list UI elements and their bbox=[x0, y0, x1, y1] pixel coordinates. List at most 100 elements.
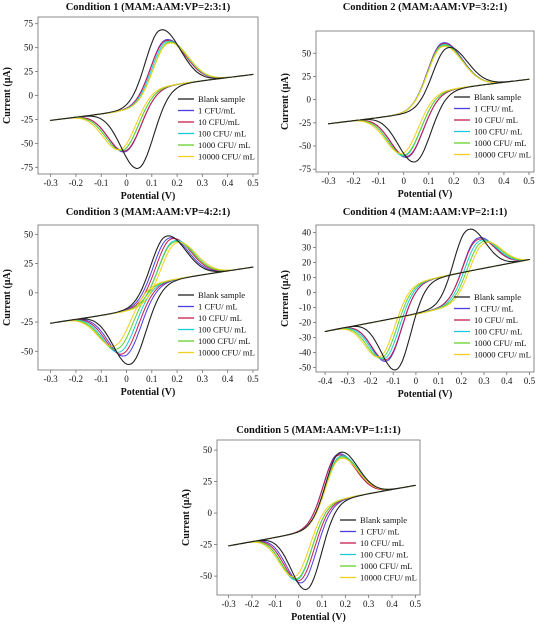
y-tick-label: -50 bbox=[299, 141, 311, 151]
x-tick-label: -0.3 bbox=[222, 599, 237, 609]
x-tick-label: 0 bbox=[414, 376, 419, 386]
x-tick-label: 0.2 bbox=[448, 176, 459, 186]
x-tick-label: 0 bbox=[124, 178, 129, 188]
y-axis-label: Current (μA) bbox=[2, 67, 13, 124]
y-tick-label: 0 bbox=[307, 95, 312, 105]
y-tick-label: 20 bbox=[302, 258, 312, 268]
plot-frame bbox=[216, 439, 421, 596]
y-tick-label: 25 bbox=[24, 259, 34, 269]
y-tick-label: 50 bbox=[203, 445, 213, 455]
y-tick-label: 0 bbox=[29, 91, 34, 101]
x-tick-label: 0.1 bbox=[146, 374, 157, 384]
legend-entry: 10 CFU/ mL bbox=[360, 538, 404, 548]
x-tick-label: -0.1 bbox=[372, 176, 386, 186]
x-tick-label: 0.3 bbox=[473, 176, 485, 186]
y-tick-label: -20 bbox=[299, 318, 311, 328]
x-tick-label: 0 bbox=[296, 599, 301, 609]
y-tick-label: -50 bbox=[299, 363, 311, 373]
y-axis-label: Current (μA) bbox=[181, 489, 192, 546]
y-tick-label: 25 bbox=[302, 71, 312, 81]
x-tick-label: 0.5 bbox=[247, 178, 259, 188]
y-tick-label: 75 bbox=[24, 19, 34, 29]
x-axis-label: Potential (V) bbox=[398, 389, 453, 400]
legend-entry: 1000 CFU/ mL bbox=[474, 338, 527, 348]
series-line-blank-sample bbox=[228, 451, 416, 591]
chart-panel-4: Condition 4 (MAM:AAM:VP=2:1:1) -0.4 -0.3 -0… bbox=[280, 207, 536, 400]
y-tick-label: -25 bbox=[21, 114, 33, 124]
x-tick-label: 0.4 bbox=[498, 176, 510, 186]
x-tick-label: -0.2 bbox=[363, 376, 377, 386]
legend-entry: 10000 CFU/ mL bbox=[474, 350, 531, 360]
chart-panel-5: Condition 5 (MAM:AAM:VP=1:1:1) -0.3 -0.2 -0… bbox=[181, 425, 421, 623]
x-tick-label: -0.2 bbox=[245, 599, 259, 609]
plot-frame bbox=[37, 224, 259, 371]
x-tick-label: 0.4 bbox=[501, 376, 513, 386]
legend-entry: Blank sample bbox=[198, 94, 245, 104]
y-tick-label: -10 bbox=[299, 303, 311, 313]
plot-frame bbox=[315, 30, 535, 173]
x-tick-label: 0.5 bbox=[410, 599, 422, 609]
y-tick-label: 50 bbox=[302, 48, 312, 58]
legend-entry: 10 CFU/mL bbox=[198, 117, 240, 127]
y-tick-label: -50 bbox=[200, 571, 212, 581]
legend-entry: 1 CFU/ mL bbox=[360, 527, 400, 537]
y-tick-label: -50 bbox=[21, 346, 33, 356]
legend-entry: 1 CFU/ mL bbox=[474, 304, 514, 314]
x-tick-label: 0.3 bbox=[478, 376, 490, 386]
x-tick-label: -0.1 bbox=[94, 178, 108, 188]
x-tick-label: 0.2 bbox=[340, 599, 351, 609]
series-line-blank-sample bbox=[327, 46, 530, 163]
x-tick-label: 0.5 bbox=[524, 376, 536, 386]
x-tick-label: 0.3 bbox=[197, 374, 209, 384]
legend-entry: 10 CFU/ mL bbox=[474, 315, 518, 325]
x-tick-label: 0 bbox=[124, 374, 129, 384]
chart-panel-1: Condition 1 (MAM:AAM:VP=2:3:1) -0.3 -0.2 -0… bbox=[2, 2, 259, 202]
legend-entry: 100 CFU/ mL bbox=[198, 325, 246, 335]
x-tick-label: -0.3 bbox=[321, 176, 336, 186]
x-tick-label: 0.1 bbox=[423, 176, 434, 186]
x-axis-label: Potential (V) bbox=[291, 612, 346, 623]
legend-entry: 10000 CFU/ mL bbox=[474, 150, 531, 160]
x-tick-label: 0.5 bbox=[247, 374, 259, 384]
legend-entry: 1 CFU/mL bbox=[198, 106, 235, 116]
y-tick-label: 40 bbox=[302, 228, 312, 238]
x-tick-label: -0.4 bbox=[318, 376, 333, 386]
x-tick-label: 0.1 bbox=[433, 376, 444, 386]
x-axis-label: Potential (V) bbox=[398, 189, 453, 200]
x-tick-label: 0.2 bbox=[456, 376, 467, 386]
legend-entry: Blank sample bbox=[360, 515, 407, 525]
x-tick-label: -0.2 bbox=[346, 176, 360, 186]
chart-title: Condition 5 (MAM:AAM:VP=1:1:1) bbox=[236, 425, 401, 436]
y-tick-label: 0 bbox=[208, 508, 213, 518]
y-tick-label: -40 bbox=[299, 348, 311, 358]
legend-entry: 1000 CFU/ mL bbox=[198, 140, 251, 150]
legend-entry: 10000 CFU/ mL bbox=[360, 573, 417, 583]
x-axis-label: Potential (V) bbox=[121, 387, 176, 398]
chart-title: Condition 1 (MAM:AAM:VP=2:3:1) bbox=[66, 2, 231, 13]
y-tick-label: 25 bbox=[24, 67, 34, 77]
legend-entry: 100 CFU/ mL bbox=[198, 129, 246, 139]
y-tick-label: 25 bbox=[203, 477, 213, 487]
legend-entry: 1 CFU/ mL bbox=[474, 104, 514, 114]
y-tick-label: -75 bbox=[299, 164, 311, 174]
x-tick-label: 0.4 bbox=[222, 178, 234, 188]
x-tick-label: 0.1 bbox=[316, 599, 327, 609]
x-tick-label: -0.1 bbox=[386, 376, 400, 386]
chart-panel-3: Condition 3 (MAM:AAM:VP=4:2:1) -0.3 -0.2 -0… bbox=[2, 207, 259, 398]
series-line-blank-sample bbox=[324, 228, 531, 371]
x-tick-label: -0.3 bbox=[44, 374, 59, 384]
x-tick-label: 0.5 bbox=[523, 176, 535, 186]
x-tick-label: -0.2 bbox=[69, 374, 83, 384]
x-tick-label: 0.2 bbox=[171, 374, 182, 384]
y-axis-label: Current (μA) bbox=[280, 270, 291, 327]
x-tick-label: 0.1 bbox=[146, 178, 157, 188]
legend-entry: 10000 CFU/ mL bbox=[198, 348, 255, 358]
chart-title: Condition 2 (MAM:AAM:VP=3:2:1) bbox=[343, 2, 508, 13]
x-axis-label: Potential (V) bbox=[121, 191, 176, 202]
x-tick-label: 0.3 bbox=[197, 178, 209, 188]
y-tick-label: 0 bbox=[29, 288, 34, 298]
legend-entry: 100 CFU/ mL bbox=[360, 550, 408, 560]
legend-entry: Blank sample bbox=[474, 92, 521, 102]
legend-entry: 100 CFU/ mL bbox=[474, 127, 522, 137]
